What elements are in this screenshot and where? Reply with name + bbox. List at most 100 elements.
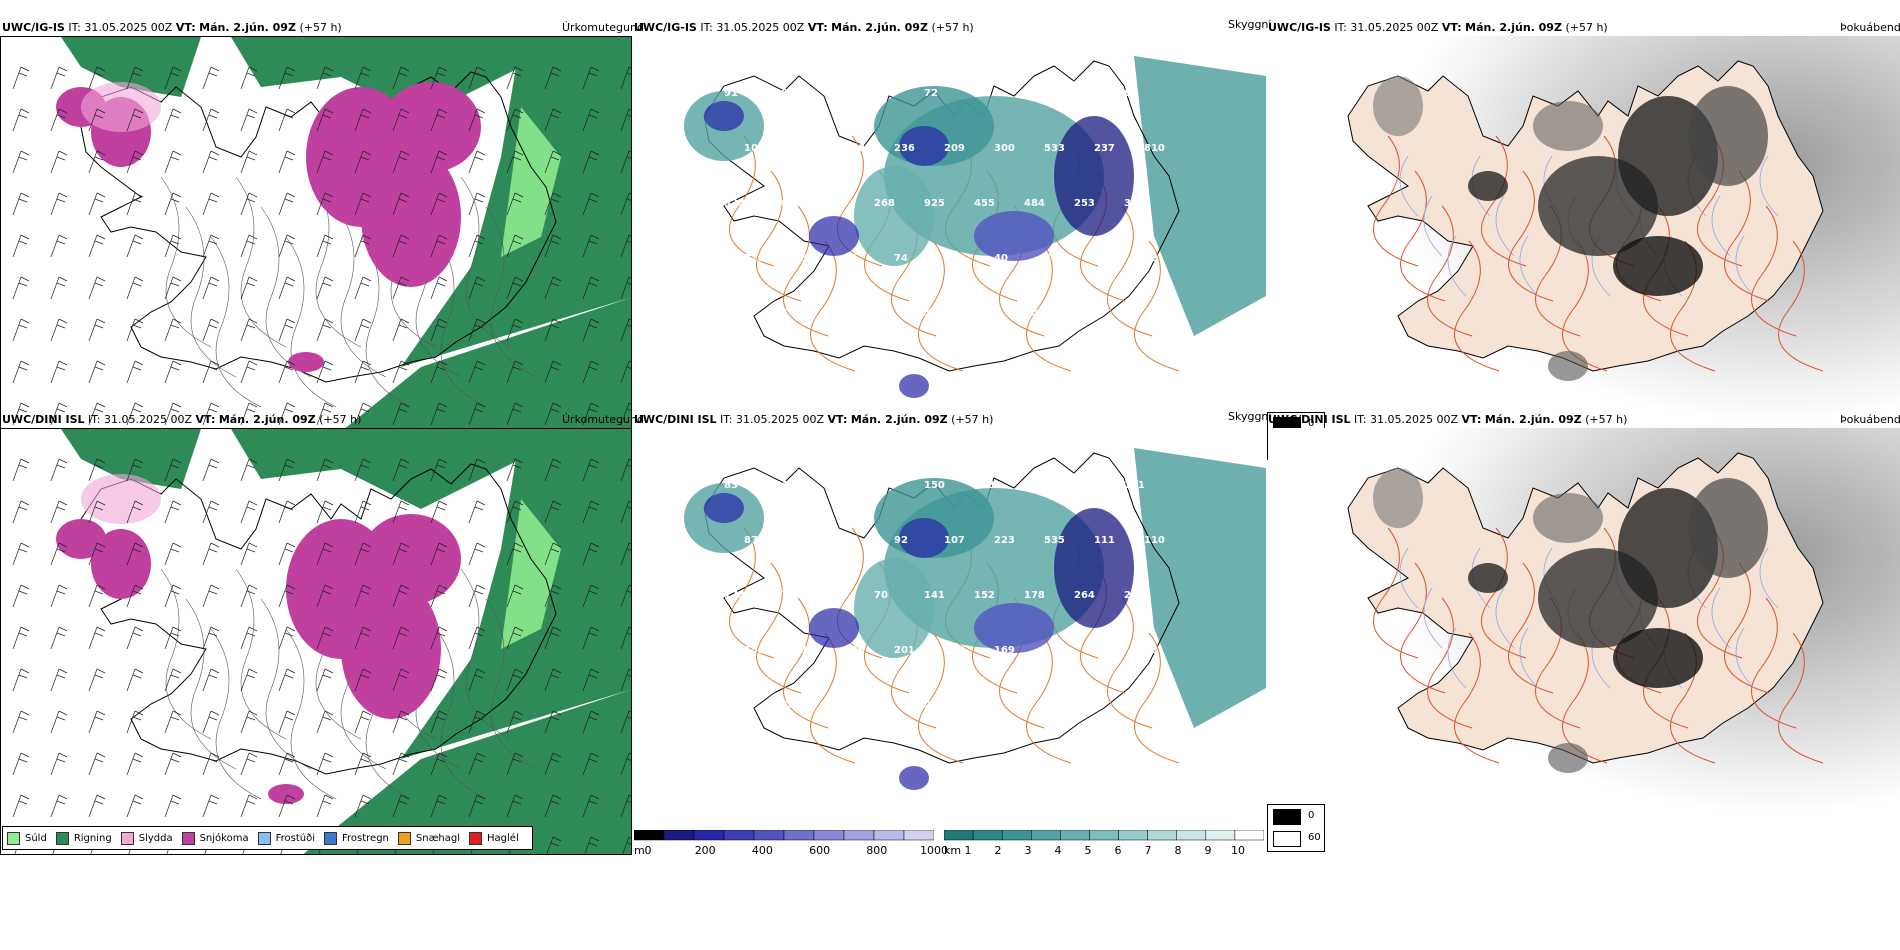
visibility-value-label: 91 bbox=[724, 88, 738, 99]
visibility-value-label: 80 bbox=[724, 308, 738, 319]
lead-time: (+57 h) bbox=[1565, 21, 1608, 34]
visibility-value-label: 101 bbox=[1124, 480, 1145, 491]
lead-time: (+57 h) bbox=[1585, 413, 1628, 426]
fog-legend-swatch bbox=[1273, 809, 1301, 825]
visibility-tick-label: 5 bbox=[1084, 844, 1092, 857]
visibility-tick-label: 7 bbox=[1144, 844, 1152, 857]
visibility-value-label: 58 bbox=[924, 308, 938, 319]
init-label: IT: bbox=[700, 21, 713, 34]
visibility-tick-label: 2 bbox=[994, 844, 1002, 857]
legend-swatch bbox=[257, 831, 271, 845]
visibility-value-label: 11 bbox=[1074, 308, 1088, 319]
visibility-value-label: 70 bbox=[724, 700, 738, 711]
visibility-tick-label: 9 bbox=[1204, 844, 1212, 857]
lead-time: (+57 h) bbox=[299, 21, 342, 34]
visibility-value-label: 23 bbox=[1144, 645, 1158, 656]
visibility-value-label: 178 bbox=[1024, 590, 1045, 601]
visibility-value-label: 469 bbox=[774, 198, 795, 209]
visibility-tick-label: 10 bbox=[1231, 844, 1245, 857]
fog-panel-header: UWC/DINI ISL IT: 31.05.2025 00Z VT: Mán.… bbox=[1268, 413, 1627, 427]
visibility-value-label: 249 bbox=[924, 700, 945, 711]
legend-item: Frostúði bbox=[257, 831, 315, 845]
visibility-value-label: 925 bbox=[924, 198, 945, 209]
legend-label: Rigning bbox=[73, 832, 112, 844]
visibility-value-label: 227 bbox=[794, 143, 815, 154]
visibility-panel-title: Skyggni bbox=[1228, 18, 1272, 31]
valid-time: Mán. 2.jún. 09Z bbox=[199, 21, 296, 34]
legend-swatch bbox=[181, 831, 195, 845]
visibility-value-label: 484 bbox=[1024, 198, 1045, 209]
precip-panel-title: Úrkomutegund bbox=[562, 21, 644, 34]
ceiling-tick-label: 800 bbox=[866, 844, 888, 857]
ceiling-bar-segment bbox=[813, 830, 845, 841]
visibility-colorbar: km 1 2 3 4 5 6 7 8 9 10 bbox=[944, 830, 1264, 862]
visibility-value-label: 169 bbox=[994, 645, 1015, 656]
model-name: UWC/DINI ISL bbox=[2, 413, 85, 426]
init-time: 31.05.2025 00Z bbox=[736, 413, 825, 426]
visibility-value-label: 70 bbox=[874, 88, 888, 99]
visibility-value-label: 55 bbox=[774, 308, 788, 319]
visibility-tick-label: 3 bbox=[1024, 844, 1032, 857]
legend-label: Súld bbox=[25, 832, 47, 844]
init-time: 31.05.2025 00Z bbox=[104, 413, 193, 426]
lead-time: (+57 h) bbox=[931, 21, 974, 34]
visibility-value-label: 21 bbox=[1094, 645, 1108, 656]
visibility-value-label: 455 bbox=[974, 198, 995, 209]
visibility-value-label: 100 bbox=[744, 143, 765, 154]
fog-panel-title: Þokuábendi bbox=[1840, 413, 1900, 426]
legend-swatch bbox=[7, 831, 20, 845]
visibility-value-label: 196 bbox=[974, 308, 995, 319]
legend-label: Haglél bbox=[487, 832, 519, 844]
visibility-value-label: 67 bbox=[1044, 253, 1058, 264]
model-name: UWC/DINI ISL bbox=[1268, 413, 1351, 426]
visibility-value-label: 65 bbox=[824, 480, 838, 491]
visibility-bar-segment bbox=[1089, 830, 1119, 841]
precip-map bbox=[0, 428, 632, 855]
visibility-value-label: 253 bbox=[1074, 198, 1095, 209]
fog-legend-swatch bbox=[1273, 831, 1301, 847]
visibility-value-label: 129 bbox=[844, 645, 865, 656]
visibility-map: 83 54 65 93 150 163 175 120 101 87 60 47 92 107 223 535… bbox=[634, 428, 1266, 826]
ceiling-bar-segment bbox=[843, 830, 875, 841]
visibility-value-label: 201 bbox=[1024, 308, 1045, 319]
forecast-row-2: UWC/DINI ISL IT: 31.05.2025 00Z VT: Mán.… bbox=[0, 392, 1900, 867]
fog-panel-header: UWC/IG-IS IT: 31.05.2025 00Z VT: Mán. 2.… bbox=[1268, 21, 1608, 35]
ceiling-bar-segment bbox=[723, 830, 755, 841]
visibility-value-label: 158 bbox=[1044, 645, 1065, 656]
fog-map bbox=[1268, 36, 1900, 463]
visibility-panel-header: UWC/DINI ISL IT: 31.05.2025 00Z VT: Mán.… bbox=[634, 413, 993, 427]
valid-label: VT: bbox=[1461, 413, 1482, 426]
visibility-value-label: 347 bbox=[1124, 198, 1145, 209]
legend-item: Rigning bbox=[55, 831, 112, 845]
visibility-value-label: 323 bbox=[944, 645, 965, 656]
visibility-panel-header: UWC/IG-IS IT: 31.05.2025 00Z VT: Mán. 2.… bbox=[634, 21, 974, 35]
legend-swatch bbox=[397, 831, 411, 845]
legend-label: Frostregn bbox=[342, 832, 389, 844]
legend-item: Slydda bbox=[120, 831, 173, 845]
init-label: IT: bbox=[88, 413, 101, 426]
ceiling-bar-segment bbox=[903, 830, 934, 841]
legend-item: Snæhagl bbox=[397, 831, 460, 845]
visibility-value-label: 152 bbox=[974, 590, 995, 601]
fog-legend-label: 60 bbox=[1308, 832, 1321, 843]
init-time: 31.05.2025 00Z bbox=[1350, 21, 1439, 34]
visibility-value-label: 51 bbox=[844, 253, 858, 264]
ceiling-bar-segment bbox=[753, 830, 785, 841]
ceiling-tick-label: 0 bbox=[644, 844, 652, 857]
visibility-value-label: 535 bbox=[1044, 535, 1065, 546]
legend-label: Snjókoma bbox=[199, 832, 249, 844]
visibility-value-label: 113 bbox=[794, 645, 815, 656]
visibility-value-label: 70 bbox=[874, 590, 888, 601]
legend-swatch bbox=[120, 831, 134, 845]
ceiling-tick-label: 1000 bbox=[920, 844, 948, 857]
fog-map bbox=[1268, 428, 1900, 855]
init-time: 31.05.2025 00Z bbox=[84, 21, 173, 34]
valid-time: Mán. 2.jún. 09Z bbox=[1465, 21, 1562, 34]
visibility-value-label: 60 bbox=[774, 88, 788, 99]
visibility-value-label: 210 bbox=[844, 143, 865, 154]
visibility-bar-segment bbox=[1031, 830, 1061, 841]
visibility-bar-segment bbox=[1001, 830, 1032, 841]
visibility-value-label: 72 bbox=[1144, 253, 1158, 264]
visibility-bar-segment bbox=[972, 830, 1003, 841]
visibility-bar-segment bbox=[1147, 830, 1177, 841]
